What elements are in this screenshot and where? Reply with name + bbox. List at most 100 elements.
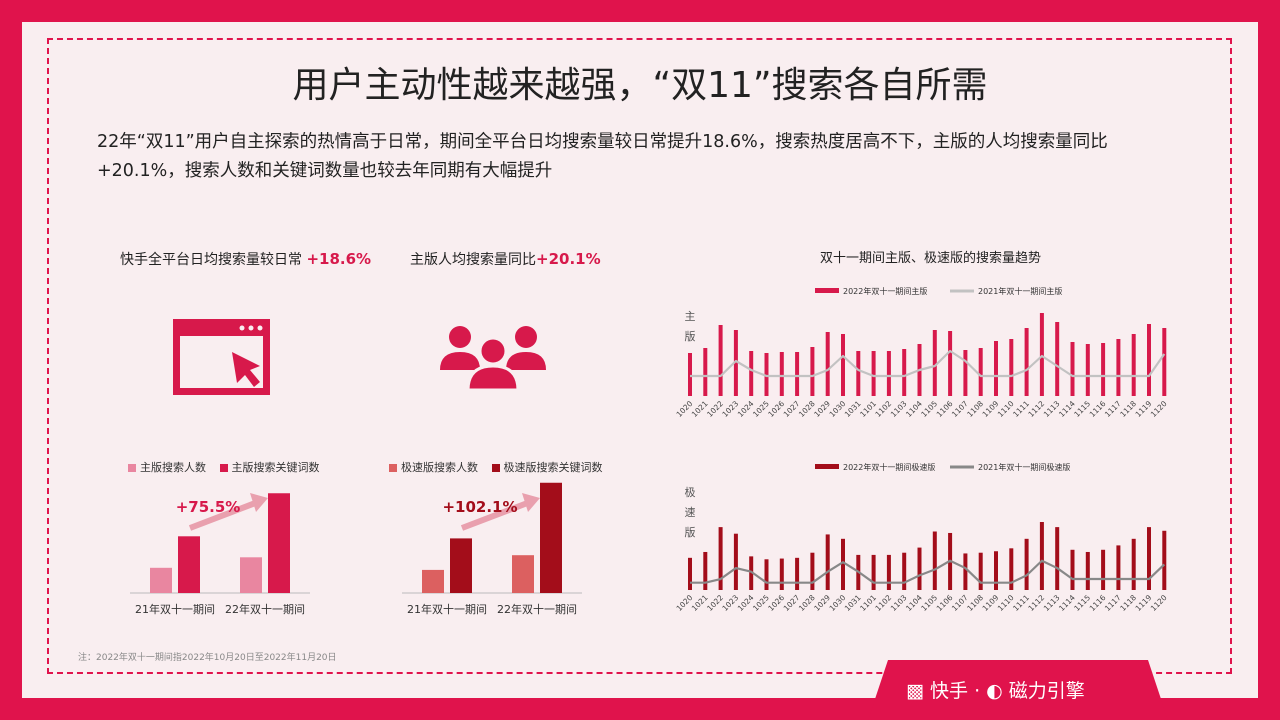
tick-label: 1117 — [1103, 593, 1123, 613]
bar — [886, 554, 891, 590]
bar — [1147, 527, 1151, 590]
growth-annotation: +75.5% — [176, 498, 241, 516]
y-axis-label: 主 — [685, 310, 696, 323]
bar — [718, 527, 723, 590]
bar — [886, 351, 891, 396]
footer-brand: ▩ 快手 · ◐ 磁力引擎 — [906, 676, 1085, 703]
bar — [733, 330, 738, 396]
y-axis-label: 版 — [685, 329, 696, 343]
footnote: 注：2022年双十一期间指2022年10月20日至2022年11月20日 — [78, 653, 337, 663]
footer-band — [868, 660, 1168, 720]
kpi-value: +20.1% — [536, 250, 601, 268]
tick-label: 1025 — [751, 593, 771, 613]
y-axis-label: 极 — [685, 485, 696, 499]
legend-label: 2022年双十一期间主版 — [843, 286, 927, 296]
tick-label: 1028 — [797, 593, 817, 613]
bar — [978, 348, 983, 396]
tick-label: 1023 — [720, 399, 740, 419]
tick-label: 1115 — [1072, 593, 1092, 613]
tick-label: 1116 — [1088, 399, 1108, 419]
tick-label: 1031 — [843, 399, 863, 419]
bar — [978, 552, 983, 590]
bar — [779, 558, 784, 590]
bar — [422, 569, 444, 593]
intro-text: 22年“双11”用户自主探索的热情高于日常，期间全平台日均搜索量较日常提升18.… — [97, 132, 1108, 181]
tick-label: 1103 — [889, 593, 909, 613]
tick-label: 1108 — [965, 399, 985, 419]
footer-sep: · — [974, 680, 981, 702]
tick-label: 1102 — [873, 593, 893, 613]
bar — [1085, 551, 1090, 590]
bar — [932, 330, 937, 396]
bar — [825, 534, 830, 590]
bar — [963, 553, 968, 590]
cili-logo-icon: ◐ — [986, 680, 1003, 702]
bar — [841, 334, 845, 396]
bar — [1055, 322, 1060, 396]
page-title: 用户主动性越来越强，“双11”搜索各自所需 — [292, 65, 988, 106]
bar — [902, 552, 907, 590]
bar — [268, 493, 290, 593]
legend-label: 主版搜索人数 — [140, 461, 206, 474]
bar — [1101, 343, 1106, 396]
tick-label: 1020 — [675, 593, 695, 613]
tick-label: 1109 — [981, 593, 1001, 613]
bar — [1070, 342, 1075, 396]
dashed-frame — [47, 38, 1232, 674]
legend-label: 极速版搜索人数 — [401, 461, 478, 474]
bar — [795, 557, 800, 590]
tick-label: 1118 — [1118, 593, 1138, 613]
bar — [703, 551, 708, 590]
trend-arrow-head — [522, 493, 540, 512]
y-axis-label: 版 — [685, 525, 696, 539]
legend-label: 2022年双十一期间极速版 — [843, 462, 935, 472]
tick-label: 1030 — [828, 399, 848, 419]
tick-label: 1101 — [858, 399, 878, 419]
tick-label: 1026 — [766, 593, 786, 613]
tick-label: 1031 — [843, 593, 863, 613]
bar — [917, 547, 922, 590]
bar — [764, 559, 769, 590]
footer-brand2: 磁力引擎 — [1008, 680, 1085, 702]
tick-label: 1110 — [996, 399, 1016, 419]
bar — [948, 331, 953, 396]
tick-label: 1117 — [1103, 399, 1123, 419]
bar — [1116, 339, 1121, 396]
bar — [1055, 527, 1060, 590]
bar — [703, 348, 708, 396]
main-trend-chart: 2022年双十一期间主版 2021年双十一期间主版主版10201021102210… — [675, 286, 1169, 419]
tick-label: 22年双十一期间 — [225, 602, 305, 616]
tick-label: 1107 — [950, 399, 970, 419]
bar — [1162, 530, 1167, 590]
bar — [810, 347, 815, 396]
tick-label: 1111 — [1011, 593, 1031, 613]
tick-label: 1118 — [1118, 399, 1138, 419]
main-search-bar-chart: 21年双十一期间 22年双十一期间 +75.5% — [130, 493, 310, 616]
tick-label: 1106 — [935, 593, 955, 613]
bar — [1024, 328, 1029, 396]
bar — [178, 536, 200, 593]
tick-label: 1112 — [1026, 593, 1046, 613]
bar — [856, 351, 861, 396]
bar — [540, 482, 562, 593]
tick-label: 1103 — [889, 399, 909, 419]
bar — [1162, 328, 1167, 396]
tick-label: 1113 — [1042, 399, 1062, 419]
bar — [963, 350, 968, 396]
tick-label: 1113 — [1042, 593, 1062, 613]
tick-label: 1120 — [1149, 593, 1169, 613]
series-line — [690, 559, 1166, 584]
tick-label: 1119 — [1134, 593, 1154, 613]
tick-label: 1020 — [675, 399, 695, 419]
tick-label: 1111 — [1011, 399, 1031, 419]
bar — [688, 353, 692, 396]
tick-label: 22年双十一期间 — [497, 602, 577, 616]
tick-label: 1110 — [996, 593, 1016, 613]
kpi-label: 主版人均搜索量同比 — [410, 252, 536, 268]
bar — [1101, 549, 1106, 590]
bar — [1039, 313, 1044, 396]
tick-label: 1027 — [782, 399, 802, 419]
legend-label: 主版搜索关键词数 — [231, 461, 320, 474]
trend-chart-title: 双十一期间主版、极速版的搜索量趋势 — [820, 251, 1042, 266]
bar — [240, 557, 262, 593]
